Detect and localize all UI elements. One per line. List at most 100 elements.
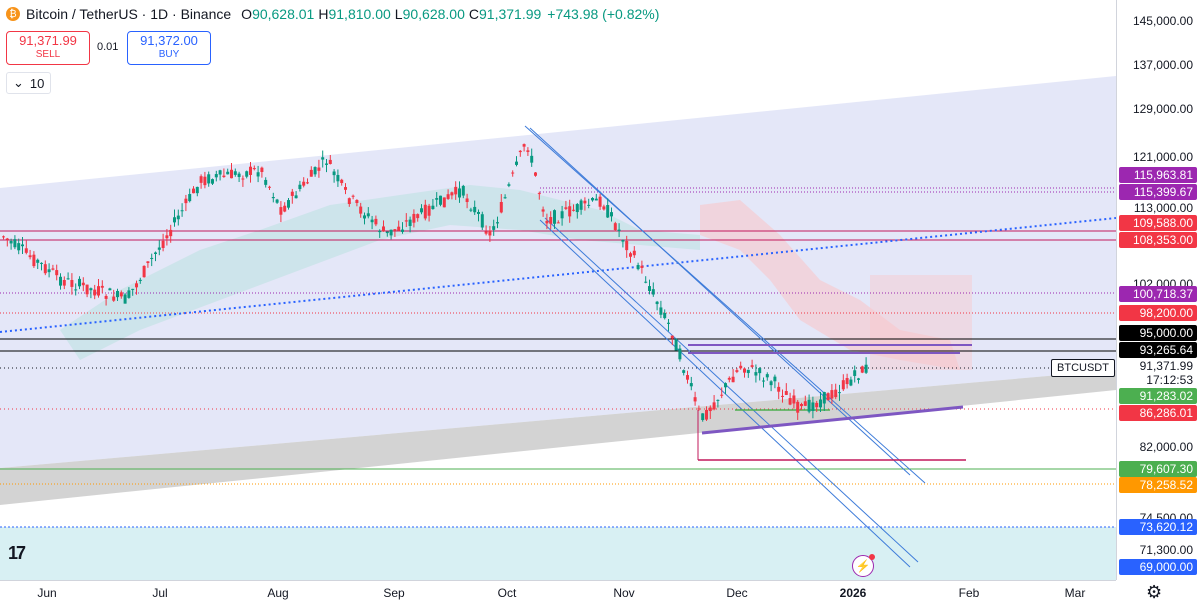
candle-body xyxy=(560,211,564,219)
indicator-count: 10 xyxy=(29,75,45,91)
candle-body xyxy=(36,259,40,263)
candle-body xyxy=(484,231,488,234)
candle-body xyxy=(435,198,439,200)
candle-body xyxy=(496,222,499,224)
candle-body xyxy=(138,279,142,281)
candle-body xyxy=(116,290,119,298)
candle-body xyxy=(401,229,404,232)
candle-body xyxy=(682,370,686,373)
indicator-toggle[interactable]: ⌄ 10 xyxy=(6,72,52,94)
candle-body xyxy=(549,217,553,224)
tradingview-logo[interactable]: 17 xyxy=(8,543,26,563)
candle-body xyxy=(74,289,78,291)
candle-body xyxy=(47,269,51,273)
candle-body xyxy=(199,176,203,183)
candle-body xyxy=(211,179,214,184)
regression-channel xyxy=(0,76,1116,468)
candle-body xyxy=(537,193,541,195)
symbol-title[interactable]: Bitcoin / TetherUS · 1D · Binance xyxy=(26,6,232,22)
sell-button[interactable]: 91,371.99 SELL xyxy=(6,31,90,65)
ichimoku-cloud-green xyxy=(60,185,700,360)
candle-body xyxy=(344,187,347,190)
candle-body xyxy=(245,171,249,177)
candle-body xyxy=(716,399,720,401)
candle-body xyxy=(762,380,765,382)
candle-body xyxy=(636,265,640,270)
high-value: 91,810.00 xyxy=(328,6,391,22)
candle-body xyxy=(803,401,807,406)
candle-body xyxy=(724,383,727,388)
candle-body xyxy=(55,270,59,276)
candle-body xyxy=(119,292,123,297)
candle-body xyxy=(347,198,351,205)
price-label: 108,353.00 xyxy=(1119,232,1197,248)
month-label: Jun xyxy=(37,586,57,600)
candle-body xyxy=(507,184,511,186)
candle-body xyxy=(591,198,594,201)
candle-body xyxy=(758,368,762,374)
candle-body xyxy=(568,206,572,217)
gear-icon[interactable]: ⚙ xyxy=(1146,582,1163,602)
price-tick: 145,000.00 xyxy=(1132,14,1193,28)
candle-body xyxy=(800,403,803,407)
candle-body xyxy=(773,376,777,382)
candle-body xyxy=(545,220,549,224)
candle-body xyxy=(541,209,545,212)
candle-body xyxy=(610,212,613,217)
candle-body xyxy=(556,222,560,224)
chevron-down-icon: ⌄ xyxy=(13,75,24,90)
candle-body xyxy=(511,172,515,174)
candle-body xyxy=(602,206,606,210)
candle-body xyxy=(731,376,735,383)
chart-canvas[interactable] xyxy=(0,0,1116,580)
sell-price: 91,371.99 xyxy=(19,33,77,48)
candle-body xyxy=(826,393,830,401)
candle-body xyxy=(697,408,701,410)
candle-body xyxy=(81,282,85,286)
candle-body xyxy=(621,240,625,242)
candle-body xyxy=(366,213,370,217)
candle-body xyxy=(469,209,473,211)
candle-body xyxy=(439,195,442,205)
candle-body xyxy=(233,171,237,175)
candle-body xyxy=(302,181,306,186)
month-label: Mar xyxy=(1064,586,1086,600)
candle-body xyxy=(857,378,860,380)
candle-body xyxy=(564,207,568,209)
candle-body xyxy=(781,395,784,397)
candle-body xyxy=(553,210,556,224)
candle-body xyxy=(370,219,374,223)
candle-body xyxy=(176,215,180,220)
candle-body xyxy=(667,322,670,324)
buy-button[interactable]: 91,372.00 BUY xyxy=(127,31,211,65)
candle-body xyxy=(815,402,819,408)
candle-body xyxy=(260,167,264,172)
symbol-legend: ₿ Bitcoin / TetherUS · 1D · Binance O 90,… xyxy=(6,6,659,22)
candle-body xyxy=(279,207,283,215)
month-label: Feb xyxy=(958,586,980,600)
price-tick: 121,000.00 xyxy=(1132,150,1193,164)
candle-body xyxy=(526,150,530,152)
candle-body xyxy=(838,392,841,394)
bitcoin-icon: ₿ xyxy=(6,7,20,21)
month-label: Jul xyxy=(152,586,168,600)
candle-body xyxy=(241,178,245,180)
candle-body xyxy=(85,284,89,295)
candle-body xyxy=(378,230,382,233)
time-axis[interactable]: Jun Jul Aug Sep Oct Nov Dec 2026 Feb Mar xyxy=(0,580,1116,604)
high-label: H xyxy=(318,6,329,22)
candle-body xyxy=(492,226,496,230)
low-label: L xyxy=(394,6,403,22)
price-label: 115,399.67 xyxy=(1119,184,1197,200)
candle-body xyxy=(431,205,435,210)
lightning-icon[interactable]: ⚡ xyxy=(852,554,875,577)
candle-body xyxy=(226,171,230,175)
candle-body xyxy=(849,379,853,386)
candle-body xyxy=(287,200,290,208)
candle-body xyxy=(9,240,13,244)
candle-body xyxy=(104,295,108,299)
candle-body xyxy=(249,166,252,175)
close-value: 91,371.99 xyxy=(479,6,542,22)
price-label: 73,620.12 xyxy=(1119,519,1197,535)
candle-body xyxy=(332,171,336,176)
